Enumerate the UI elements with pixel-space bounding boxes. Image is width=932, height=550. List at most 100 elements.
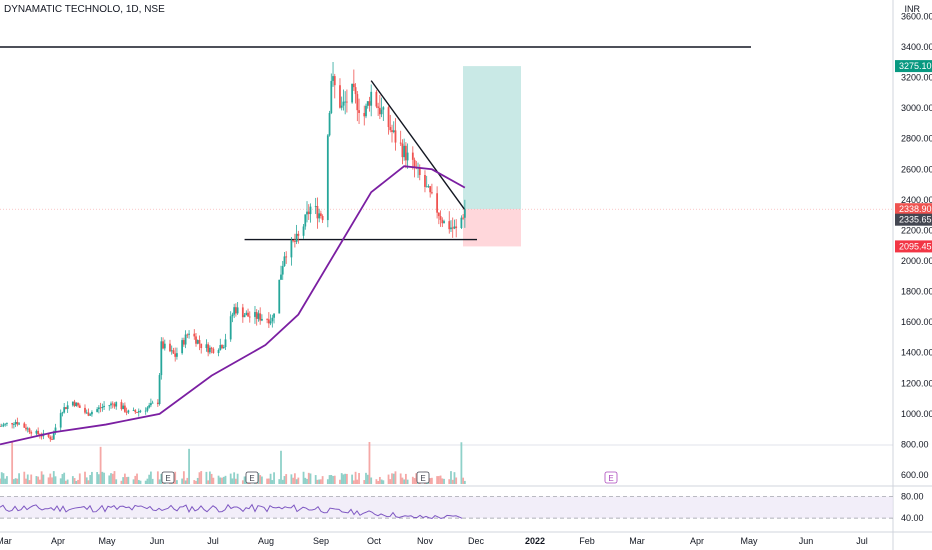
candle bbox=[71, 401, 74, 407]
volume-bar bbox=[85, 477, 88, 484]
candle-body bbox=[278, 279, 281, 314]
x-tick-label: Apr bbox=[51, 536, 65, 546]
candle-body bbox=[181, 340, 184, 354]
candle-body bbox=[280, 274, 282, 280]
candle-body bbox=[332, 76, 334, 81]
candle-body bbox=[352, 83, 355, 88]
volume-bar bbox=[394, 471, 397, 484]
candle bbox=[51, 435, 53, 441]
candle-body bbox=[297, 233, 300, 236]
volume-bar bbox=[257, 473, 260, 484]
volume-bar bbox=[219, 477, 222, 484]
candle-body bbox=[321, 216, 324, 221]
candle bbox=[306, 201, 308, 223]
volume-bar bbox=[217, 475, 220, 484]
candle-body bbox=[450, 227, 452, 230]
candle bbox=[30, 430, 33, 437]
volume-bar bbox=[123, 473, 126, 484]
volume-bar bbox=[326, 479, 329, 484]
candle bbox=[169, 339, 171, 353]
volume-bar bbox=[314, 475, 317, 484]
candle-body bbox=[314, 206, 317, 207]
candle-body bbox=[139, 410, 142, 412]
volume-bar bbox=[431, 477, 433, 484]
volume-bar bbox=[37, 476, 40, 484]
candle bbox=[73, 399, 76, 408]
candle bbox=[49, 435, 52, 442]
volume-bar bbox=[16, 478, 19, 484]
candle bbox=[330, 73, 333, 115]
candle bbox=[54, 423, 57, 435]
earnings-marker-box bbox=[604, 471, 618, 484]
volume-bar bbox=[344, 473, 347, 484]
volume-bar bbox=[234, 478, 237, 484]
candle bbox=[18, 421, 20, 426]
candle bbox=[221, 344, 223, 350]
candle-body bbox=[243, 315, 246, 318]
volume-bar bbox=[6, 476, 8, 484]
candle-body bbox=[267, 319, 270, 324]
candle bbox=[160, 337, 163, 380]
y-tick-label: 2600.00 bbox=[901, 164, 932, 174]
candle bbox=[219, 338, 222, 351]
candle-body bbox=[231, 314, 234, 317]
candle bbox=[417, 162, 419, 178]
candle-body bbox=[195, 336, 197, 344]
candle bbox=[208, 345, 211, 355]
x-tick-label: Sep bbox=[313, 536, 329, 546]
candle-body bbox=[73, 401, 76, 407]
volume-bar bbox=[304, 477, 307, 484]
volume-bar bbox=[42, 474, 45, 484]
candle-body bbox=[460, 217, 463, 229]
x-tick-label: Apr bbox=[690, 536, 704, 546]
target-zone bbox=[463, 66, 521, 210]
candle bbox=[61, 411, 64, 417]
candle bbox=[158, 373, 161, 406]
volume-bar bbox=[73, 478, 76, 484]
volume-bar bbox=[122, 477, 125, 484]
volume-bar bbox=[186, 477, 189, 484]
candle-body bbox=[382, 107, 385, 110]
volume-bar bbox=[450, 471, 452, 484]
candle-body bbox=[132, 410, 135, 412]
volume-bar bbox=[11, 441, 14, 484]
volume-bar bbox=[148, 474, 151, 484]
candle-body bbox=[254, 312, 256, 317]
candle-body bbox=[346, 101, 348, 103]
candle-body bbox=[2, 424, 5, 426]
candle-body bbox=[12, 424, 15, 426]
candle-body bbox=[26, 428, 29, 430]
candle bbox=[198, 335, 201, 351]
volume-bar bbox=[267, 478, 270, 484]
candle-body bbox=[61, 412, 64, 414]
candle-body bbox=[378, 107, 381, 115]
candle bbox=[11, 422, 14, 429]
volume-bar bbox=[25, 478, 27, 484]
price-tag-bg bbox=[895, 203, 932, 216]
candle bbox=[271, 314, 274, 328]
volume-bar bbox=[339, 479, 341, 484]
volume-bar bbox=[370, 477, 373, 484]
candle-body bbox=[285, 256, 288, 258]
volume-bar bbox=[443, 478, 445, 484]
volume-bar bbox=[328, 475, 331, 484]
volume-bar bbox=[181, 478, 184, 484]
candle bbox=[150, 398, 152, 408]
y-tick-label: 2400.00 bbox=[901, 195, 932, 205]
volume-bar bbox=[59, 478, 62, 484]
candle bbox=[366, 101, 369, 109]
volume-bar bbox=[283, 476, 286, 484]
candle bbox=[248, 311, 251, 323]
earnings-marker-box bbox=[161, 471, 175, 484]
candle bbox=[233, 303, 236, 319]
y-tick-label: 3600.00 bbox=[901, 11, 932, 21]
candle bbox=[99, 402, 102, 413]
candle bbox=[132, 407, 135, 412]
volume-bar bbox=[14, 478, 17, 484]
candle bbox=[439, 210, 442, 227]
candle bbox=[212, 347, 215, 354]
rsi-band bbox=[0, 496, 893, 519]
volume-bar bbox=[354, 471, 357, 484]
candle-body bbox=[99, 407, 102, 409]
